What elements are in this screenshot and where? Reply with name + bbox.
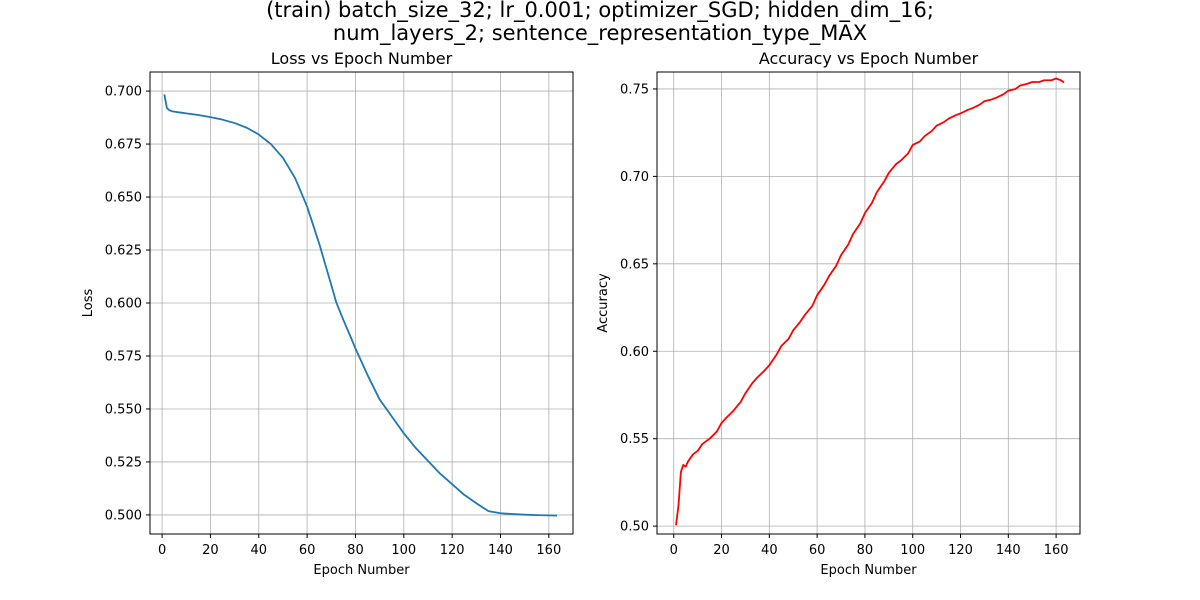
accuracy-x-tick-label: 100: [900, 543, 925, 558]
accuracy-y-axis-label: Accuracy: [596, 273, 611, 333]
accuracy-chart-title: Accuracy vs Epoch Number: [759, 49, 979, 68]
loss-x-tick-label: 20: [202, 543, 219, 558]
loss-y-tick-label: 0.600: [105, 297, 142, 312]
accuracy-grid: [657, 72, 1080, 534]
accuracy-x-tick-label: 60: [809, 543, 826, 558]
figure-title-line-1: (train) batch_size_32; lr_0.001; optimiz…: [266, 0, 934, 22]
loss-y-tick-label: 0.525: [105, 455, 142, 470]
accuracy-y-tick-label: 0.65: [620, 257, 649, 272]
accuracy-x-tick-label: 80: [857, 543, 874, 558]
accuracy-data-points: [676, 78, 1063, 524]
loss-x-tick-label: 100: [391, 543, 416, 558]
accuracy-x-tick-label: 140: [996, 543, 1021, 558]
loss-y-tick-label: 0.500: [105, 508, 142, 523]
accuracy-x-tick-label: 0: [670, 543, 678, 558]
loss-y-tick-label: 0.675: [105, 138, 142, 153]
loss-y-tick-label: 0.700: [105, 85, 142, 100]
accuracy-y-tick-label: 0.60: [620, 345, 649, 360]
loss-y-tick-label: 0.650: [105, 191, 142, 206]
loss-y-tick-label: 0.575: [105, 349, 142, 364]
loss-x-tick-label: 80: [347, 543, 364, 558]
accuracy-series-line: [675, 77, 1065, 526]
accuracy-x-tick-label: 20: [713, 543, 730, 558]
loss-series-line: [163, 94, 558, 517]
accuracy-x-axis-label: Epoch Number: [820, 563, 917, 578]
loss-grid: [150, 72, 573, 534]
figure-title-line-2: num_layers_2; sentence_representation_ty…: [332, 21, 868, 45]
accuracy-y-tick-label: 0.70: [620, 170, 649, 185]
loss-x-tick-label: 40: [250, 543, 267, 558]
loss-x-tick-label: 140: [488, 543, 513, 558]
loss-x-tick-label: 160: [536, 543, 561, 558]
loss-chart-title: Loss vs Epoch Number: [271, 49, 453, 68]
accuracy-y-tick-label: 0.75: [620, 82, 649, 97]
accuracy-x-tick-label: 40: [761, 543, 778, 558]
accuracy-y-tick-label: 0.50: [620, 520, 649, 535]
loss-x-axis-label: Epoch Number: [313, 563, 410, 578]
loss-x-tick-label: 120: [440, 543, 465, 558]
loss-y-tick-label: 0.625: [105, 244, 142, 259]
accuracy-x-tick-label: 160: [1044, 543, 1069, 558]
accuracy-axes-frame: [656, 71, 1081, 535]
accuracy-y-tick-label: 0.55: [620, 432, 649, 447]
loss-y-tick-label: 0.550: [105, 402, 142, 417]
accuracy-x-tick-label: 120: [948, 543, 973, 558]
loss-x-tick-label: 0: [158, 543, 166, 558]
loss-y-axis-label: Loss: [81, 289, 96, 318]
loss-x-tick-label: 60: [299, 543, 316, 558]
